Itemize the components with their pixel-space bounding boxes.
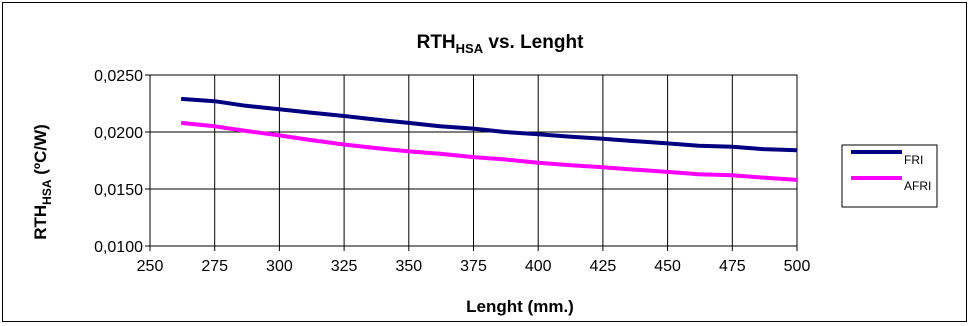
x-tick-label: 400	[525, 258, 552, 275]
y-tick-label: 0,0200	[94, 125, 143, 142]
x-tick-label: 425	[590, 258, 617, 275]
legend-label-fri: FRI	[904, 153, 923, 167]
x-tick-label: 475	[719, 258, 746, 275]
legend: FRI AFRI	[841, 144, 938, 208]
x-tick-label: 500	[784, 258, 811, 275]
gridlines	[149, 74, 798, 247]
series-line-afri	[180, 120, 798, 182]
y-tick-label: 0,0250	[94, 68, 143, 85]
y-axis-title: RTHHSA (ºC/W)	[31, 124, 54, 240]
y-axis: 0,0100 0,0150 0,0200 0,0250	[94, 68, 150, 256]
x-tick-label: 250	[137, 258, 164, 275]
x-tick-label: 375	[460, 258, 487, 275]
x-tick-label: 300	[266, 258, 293, 275]
x-tick-label: 450	[654, 258, 681, 275]
y-tick-label: 0,0150	[94, 182, 143, 199]
x-axis: 250 275 300 325 350 375 400 425 450 475 500	[137, 246, 811, 275]
series-lines	[180, 96, 798, 182]
chart-frame	[2, 2, 967, 322]
x-tick-label: 275	[201, 258, 228, 275]
chart-title: RTHHSA vs. Lenght	[417, 32, 584, 56]
series-line-fri	[180, 96, 798, 153]
x-tick-label: 325	[331, 258, 358, 275]
x-axis-title: Lenght (mm.)	[466, 297, 574, 316]
legend-label-afri: AFRI	[904, 179, 931, 193]
y-tick-label: 0,0100	[94, 239, 143, 256]
x-tick-label: 350	[395, 258, 422, 275]
